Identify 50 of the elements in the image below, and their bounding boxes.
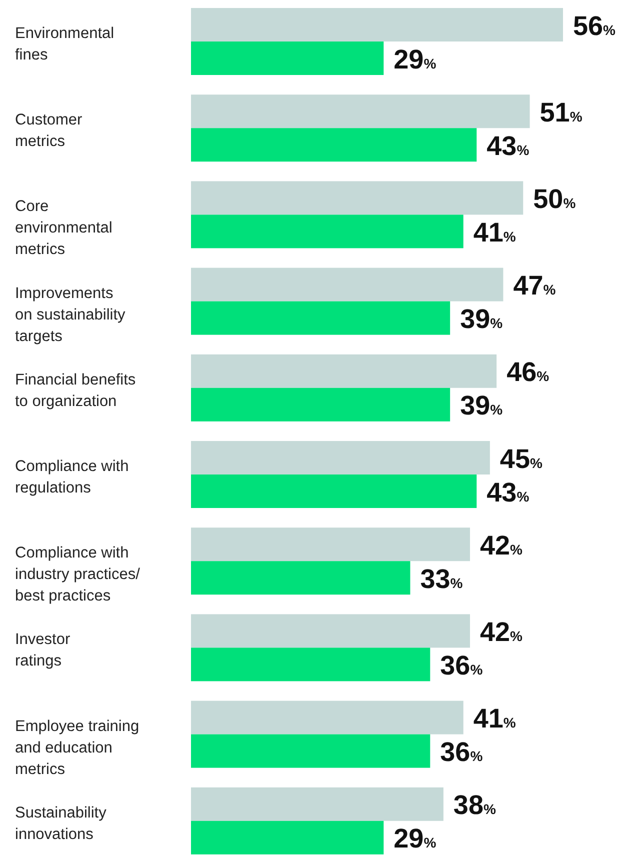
- bar: [191, 528, 470, 562]
- bar: [191, 474, 477, 508]
- data-label: 41%: [473, 217, 516, 248]
- y-tick-label: Improvements on sustainability targets: [15, 284, 126, 345]
- bar: [191, 94, 530, 128]
- data-label: 47%: [513, 270, 556, 301]
- bar: [191, 614, 470, 648]
- data-label: 29%: [394, 44, 437, 74]
- y-tick-label: Compliance with regulations: [15, 458, 129, 496]
- bar: [191, 8, 563, 42]
- bar: [191, 441, 490, 474]
- bar: [191, 301, 450, 335]
- bar: [191, 42, 384, 75]
- bar: [191, 214, 464, 248]
- bar: [191, 388, 450, 422]
- bar: [191, 561, 410, 595]
- y-tick-label: Compliance with industry practices/ best practices: [15, 544, 141, 605]
- data-label: 39%: [460, 304, 504, 334]
- data-label: 43%: [486, 477, 530, 508]
- bar: [191, 820, 384, 854]
- bar: [191, 734, 430, 768]
- y-tick-label: Environmental fines: [15, 25, 114, 64]
- data-label: 38%: [453, 790, 496, 820]
- data-label: 41%: [473, 704, 516, 734]
- data-label: 39%: [460, 390, 504, 421]
- data-label: 43%: [486, 130, 530, 161]
- data-label: 33%: [420, 564, 464, 594]
- y-tick-label: Investor ratings: [15, 631, 70, 670]
- bar: [191, 700, 464, 734]
- data-label: 46%: [506, 357, 550, 388]
- y-tick-label: Financial benefits to organization: [15, 371, 136, 410]
- bar: [191, 354, 497, 388]
- data-label: 29%: [394, 824, 437, 854]
- bar: [191, 181, 524, 215]
- bar: [191, 268, 504, 302]
- data-label: 51%: [540, 97, 583, 128]
- y-tick-label: Customer metrics: [15, 112, 82, 150]
- data-label: 45%: [500, 444, 543, 474]
- data-label: 50%: [533, 184, 576, 214]
- bar: [191, 787, 444, 821]
- bar: [191, 648, 430, 682]
- y-tick-label: Sustainability innovations: [15, 804, 107, 843]
- data-label: 42%: [480, 616, 524, 647]
- y-tick-label: Core environmental metrics: [15, 198, 112, 258]
- data-label: 42%: [480, 530, 524, 560]
- data-label: 36%: [440, 737, 484, 768]
- data-label: 56%: [573, 10, 616, 41]
- y-tick-label: Employee training and education metrics: [15, 718, 140, 778]
- bar: [191, 128, 477, 162]
- data-label: 36%: [440, 650, 484, 680]
